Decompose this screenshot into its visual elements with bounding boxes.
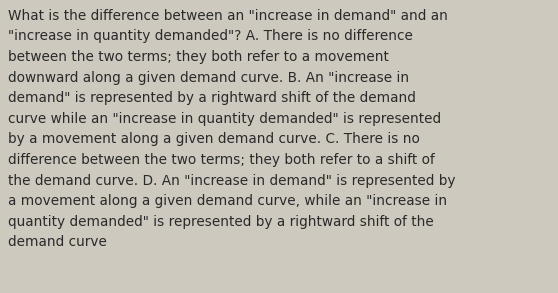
Text: What is the difference between an "increase in demand" and an
"increase in quant: What is the difference between an "incre… — [8, 9, 456, 249]
